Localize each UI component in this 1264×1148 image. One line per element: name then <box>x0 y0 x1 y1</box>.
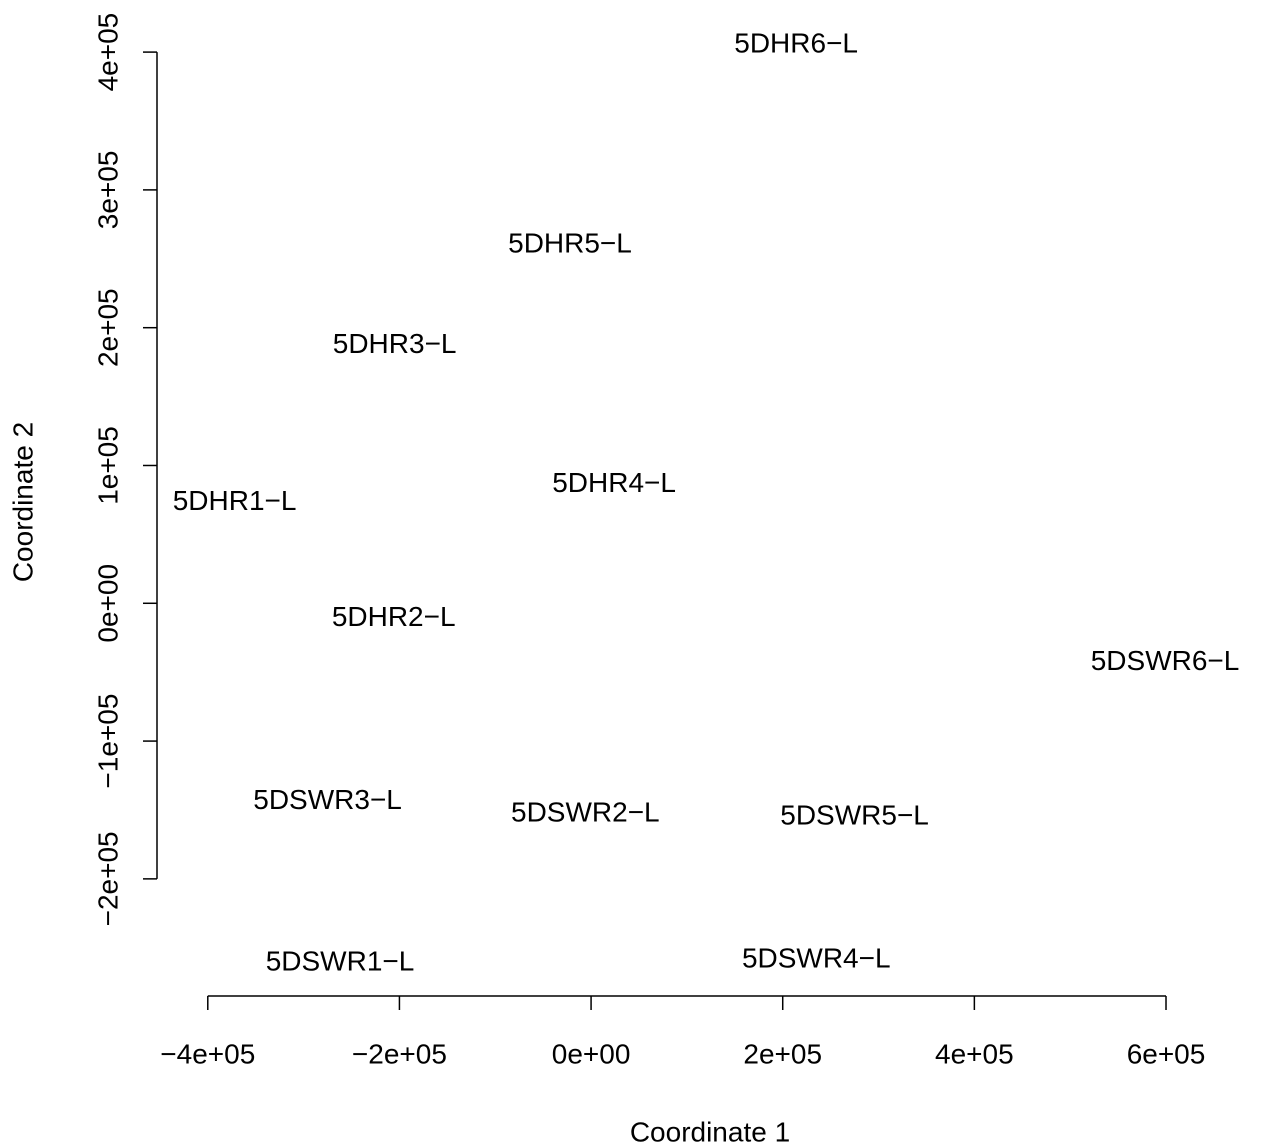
y-tick-label: −1e+05 <box>92 694 123 789</box>
point-label: 5DHR4−L <box>552 467 676 498</box>
y-tick-label: −2e+05 <box>92 831 123 926</box>
y-tick-label: 4e+05 <box>92 13 123 92</box>
point-label: 5DSWR3−L <box>253 784 402 815</box>
y-tick-label: 1e+05 <box>92 426 123 505</box>
point-label: 5DHR6−L <box>734 28 858 59</box>
x-tick-label: 4e+05 <box>935 1038 1014 1069</box>
point-label: 5DHR2−L <box>332 601 456 632</box>
point-label: 5DHR3−L <box>333 328 457 359</box>
point-label: 5DHR1−L <box>173 485 297 516</box>
x-tick-label: −2e+05 <box>352 1038 447 1069</box>
point-label: 5DSWR4−L <box>742 943 891 974</box>
point-label: 5DSWR5−L <box>780 799 929 830</box>
x-tick-label: −4e+05 <box>160 1038 255 1069</box>
y-tick-label: 2e+05 <box>92 288 123 367</box>
point-label: 5DSWR1−L <box>266 945 415 976</box>
x-tick-label: 0e+00 <box>552 1038 631 1069</box>
x-axis-label: Coordinate 1 <box>630 1116 790 1147</box>
y-tick-label: 0e+00 <box>92 564 123 643</box>
point-label: 5DSWR2−L <box>511 796 660 827</box>
point-label: 5DHR5−L <box>508 227 632 258</box>
y-tick-label: 3e+05 <box>92 151 123 230</box>
x-tick-label: 6e+05 <box>1127 1038 1206 1069</box>
y-axis-label: Coordinate 2 <box>7 422 38 582</box>
x-tick-label: 2e+05 <box>743 1038 822 1069</box>
point-label: 5DSWR6−L <box>1091 645 1240 676</box>
